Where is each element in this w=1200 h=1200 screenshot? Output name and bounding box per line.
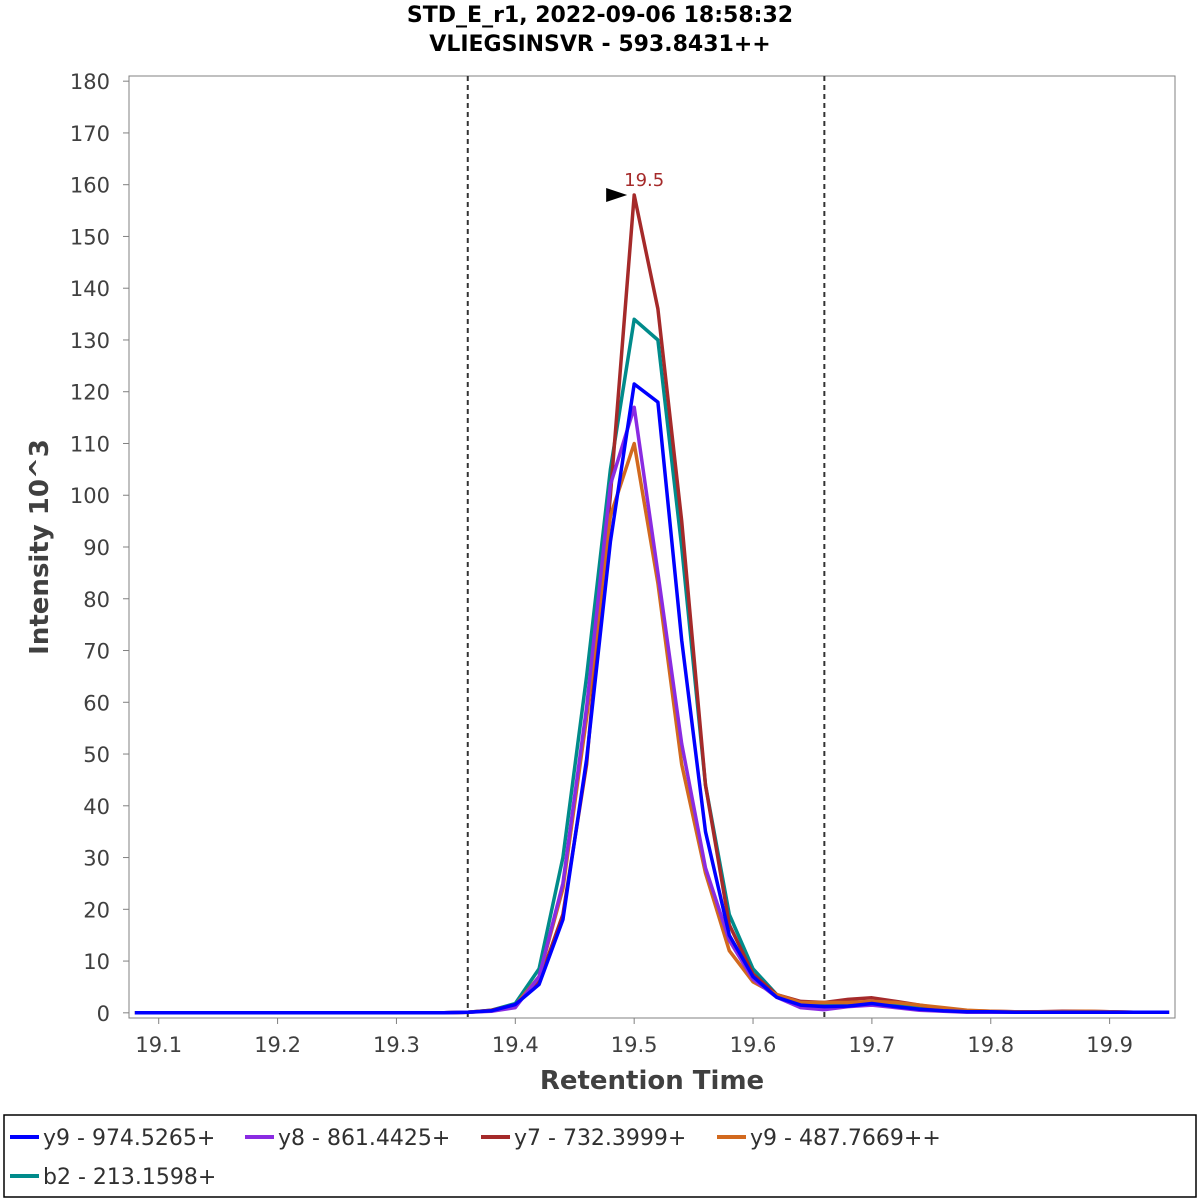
- legend: [3, 1114, 1197, 1198]
- y-tick-label: 0: [97, 1002, 110, 1026]
- x-tick-label: 19.3: [373, 1033, 420, 1057]
- legend-label: y8 - 861.4425+: [278, 1126, 450, 1151]
- y-tick-label: 120: [70, 381, 110, 405]
- y-axis-label: Intensity 10^3: [25, 439, 55, 655]
- x-tick-label: 19.1: [135, 1033, 182, 1057]
- x-tick-label: 19.4: [492, 1033, 539, 1057]
- y-tick-label: 70: [83, 640, 110, 664]
- y-tick-label: 140: [70, 277, 110, 301]
- legend-label: y9 - 487.7669++: [750, 1126, 941, 1151]
- y-tick-label: 80: [83, 588, 110, 612]
- x-tick-label: 19.5: [611, 1033, 658, 1057]
- y-tick-label: 160: [70, 174, 110, 198]
- peak-annotation: 19.5: [606, 170, 664, 203]
- y-tick-label: 110: [70, 432, 110, 456]
- y-tick-label: 20: [83, 898, 110, 922]
- y-tick-label: 100: [70, 484, 110, 508]
- series-lines: [134, 193, 1170, 1015]
- y-tick-label: 50: [83, 743, 110, 767]
- x-axis-label: Retention Time: [540, 1066, 764, 1096]
- y-tick-label: 150: [70, 225, 110, 249]
- legend-label: b2 - 213.1598+: [43, 1165, 216, 1190]
- y-tick-label: 170: [70, 122, 110, 146]
- series-line: [134, 382, 1170, 1015]
- y-axis-ticks: 0 10 20 30 40 50 60 70 80 90 100 110 120 130 140 150 160…: [70, 70, 129, 1026]
- legend-label: y9 - 974.5265+: [43, 1126, 215, 1151]
- legend-items: y9 - 974.5265+ y8 - 861.4425+ y7 - 732.399…: [10, 1126, 941, 1190]
- x-tick-label: 19.7: [849, 1033, 896, 1057]
- x-tick-label: 19.9: [1086, 1033, 1133, 1057]
- y-tick-label: 30: [83, 847, 110, 871]
- x-tick-label: 19.6: [730, 1033, 777, 1057]
- x-tick-label: 19.2: [254, 1033, 301, 1057]
- y-tick-label: 10: [83, 950, 110, 974]
- x-tick-label: 19.8: [967, 1033, 1014, 1057]
- y-tick-label: 60: [83, 691, 110, 715]
- peak-arrow: [606, 188, 628, 203]
- y-tick-label: 130: [70, 329, 110, 353]
- y-tick-label: 40: [83, 795, 110, 819]
- chart-subtitle: VLIEGSINSVR - 593.8431++: [429, 32, 770, 57]
- peak-label: 19.5: [624, 170, 664, 191]
- y-tick-label: 90: [83, 536, 110, 560]
- chart-title: STD_E_r1, 2022-09-06 18:58:32: [407, 3, 793, 28]
- legend-label: y7 - 732.3999+: [514, 1126, 686, 1151]
- integration-boundaries: [466, 76, 826, 1018]
- y-tick-label: 180: [70, 70, 110, 94]
- x-axis-ticks: 19.1 19.2 19.3 19.4 19.5 19.6 19.7 19.8 19.9: [135, 1018, 1133, 1057]
